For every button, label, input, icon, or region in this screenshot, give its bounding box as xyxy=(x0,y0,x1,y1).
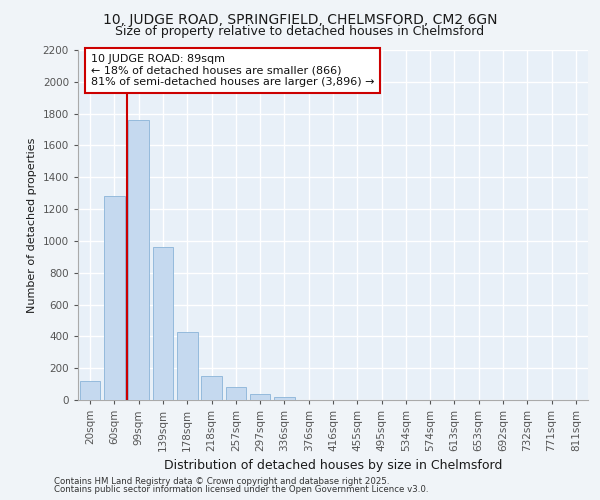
Text: Size of property relative to detached houses in Chelmsford: Size of property relative to detached ho… xyxy=(115,25,485,38)
Text: 10 JUDGE ROAD: 89sqm
← 18% of detached houses are smaller (866)
81% of semi-deta: 10 JUDGE ROAD: 89sqm ← 18% of detached h… xyxy=(91,54,374,87)
Bar xyxy=(104,196,125,400)
Bar xyxy=(274,397,295,400)
Bar xyxy=(80,381,100,400)
Bar xyxy=(250,394,271,400)
Bar xyxy=(226,388,246,400)
Text: Contains public sector information licensed under the Open Government Licence v3: Contains public sector information licen… xyxy=(54,485,428,494)
Text: Contains HM Land Registry data © Crown copyright and database right 2025.: Contains HM Land Registry data © Crown c… xyxy=(54,477,389,486)
Bar xyxy=(177,332,197,400)
Bar xyxy=(201,376,222,400)
Text: 10, JUDGE ROAD, SPRINGFIELD, CHELMSFORD, CM2 6GN: 10, JUDGE ROAD, SPRINGFIELD, CHELMSFORD,… xyxy=(103,13,497,27)
Y-axis label: Number of detached properties: Number of detached properties xyxy=(27,138,37,312)
X-axis label: Distribution of detached houses by size in Chelmsford: Distribution of detached houses by size … xyxy=(164,460,502,472)
Bar xyxy=(152,248,173,400)
Bar xyxy=(128,120,149,400)
